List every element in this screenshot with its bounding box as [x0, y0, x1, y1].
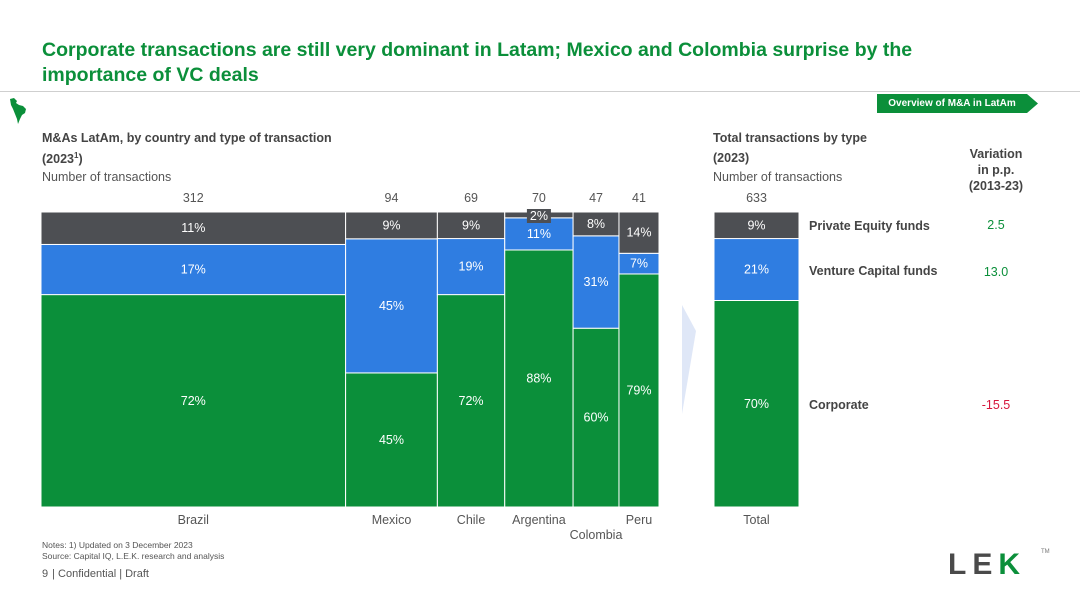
latam-chile-corporate-segment [436, 294, 506, 508]
left-chart-unit: Number of transactions [42, 170, 172, 184]
latam-mexico-private-equity-funds-label: 9% [382, 218, 400, 232]
variation-corporate: -15.5 [981, 398, 1011, 412]
logo-k: K [998, 548, 1027, 581]
variation-header-line1: Variation [969, 147, 1023, 161]
total-total-venture-capital-funds-segment [713, 238, 800, 302]
section-tag-label: Overview of M&A in LatAm [888, 98, 1016, 109]
legend-private-equity: Private Equity funds [809, 219, 930, 233]
left-chart-year-close: ) [78, 152, 83, 167]
latam-colombia-venture-capital-funds-label: 31% [584, 275, 609, 289]
footer: 9 | Confidential | Draft [42, 568, 149, 580]
latam-colombia-total-label: 47 [589, 191, 603, 205]
latam-map-icon [10, 98, 26, 124]
latam-colombia-venture-capital-funds-segment [572, 235, 620, 329]
notes-line: Notes: 1) Updated on 3 December 2023 [42, 540, 193, 550]
latam-brazil-venture-capital-funds-segment [40, 243, 347, 296]
legend-venture-capital: Venture Capital funds [809, 264, 938, 278]
latam-colombia-private-equity-funds-label: 8% [587, 217, 605, 231]
latam-argentina-total-label: 70 [532, 191, 546, 205]
variation-venture-capital: 13.0 [983, 265, 1009, 279]
footer-text: | Confidential | Draft [52, 568, 149, 580]
latam-peru-category-label: Peru [626, 513, 652, 527]
latam-chile-total-label: 69 [464, 191, 478, 205]
latam-argentina-corporate-segment [504, 249, 574, 508]
total-total-private-equity-funds-label: 9% [747, 218, 765, 232]
latam-brazil-private-equity-funds-label: 11% [181, 221, 205, 235]
latam-argentina-venture-capital-funds-label: 11% [527, 227, 551, 241]
latam-colombia-corporate-segment [572, 327, 620, 508]
latam-brazil-category-label: Brazil [178, 513, 209, 527]
latam-chile-venture-capital-funds-segment [436, 238, 506, 296]
right-chart-year: (2023) [713, 151, 750, 165]
left-chart-year-text: (2023 [42, 152, 74, 167]
page-title: Corporate transactions are still very do… [42, 39, 913, 86]
logo-l: L [948, 548, 973, 581]
latam-chile-venture-capital-funds-label: 19% [459, 260, 484, 274]
latam-chile-private-equity-funds-segment [436, 211, 506, 240]
total-total-total-label: 633 [746, 191, 767, 205]
latam-argentina-corporate-label: 88% [526, 371, 551, 385]
variation-header: Variation in p.p. (2013-23) [960, 146, 1032, 194]
latam-mexico-private-equity-funds-segment [345, 211, 438, 240]
latam-argentina-private-equity-funds-label: 2% [530, 209, 548, 223]
latam-peru-corporate-label: 79% [626, 383, 651, 397]
latam-chile-corporate-label: 72% [459, 394, 484, 408]
latam-peru-private-equity-funds-label: 14% [626, 226, 651, 240]
lek-logo: LEK [948, 548, 1026, 582]
latam-colombia-category-label: Colombia [570, 528, 623, 542]
latam-peru-corporate-segment [618, 273, 660, 508]
latam-chile-category-label: Chile [457, 513, 486, 527]
total-total-corporate-segment [713, 300, 800, 508]
latam-peru-private-equity-funds-segment [618, 211, 660, 254]
latam-colombia-corporate-label: 60% [584, 411, 609, 425]
legend-corporate: Corporate [809, 398, 869, 412]
right-chart-title: Total transactions by type [713, 131, 867, 145]
section-tag [877, 94, 1038, 113]
logo-tm: TM [1041, 549, 1050, 555]
latam-chile-private-equity-funds-label: 9% [462, 218, 480, 232]
latam-brazil-corporate-segment [40, 294, 347, 508]
latam-mexico-venture-capital-funds-segment [345, 238, 438, 374]
variation-private-equity: 2.5 [987, 218, 1005, 232]
latam-argentina-venture-capital-funds-segment [504, 217, 574, 251]
source-line: Source: Capital IQ, L.E.K. research and … [42, 551, 225, 561]
latam-peru-venture-capital-funds-segment [618, 252, 660, 275]
total-total-private-equity-funds-segment [713, 211, 800, 240]
latam-brazil-venture-capital-funds-label: 17% [181, 263, 206, 277]
latam-brazil-private-equity-funds-segment [40, 211, 347, 245]
latam-peru-total-label: 41 [632, 191, 646, 205]
total-total-venture-capital-funds-label: 21% [744, 263, 769, 277]
left-chart-footnote-ref: 1 [73, 151, 79, 160]
variation-header-line3: (2013-23) [968, 179, 1024, 193]
latam-mexico-corporate-segment [345, 372, 438, 508]
latam-peru-venture-capital-funds-label: 7% [630, 257, 648, 271]
page-number: 9 [42, 568, 49, 580]
latam-brazil-corporate-label: 72% [181, 394, 206, 408]
latam-mexico-category-label: Mexico [372, 513, 412, 527]
right-chart-unit: Number of transactions [713, 170, 843, 184]
variation-header-line2: in p.p. [977, 163, 1015, 177]
notes: Notes: 1) Updated on 3 December 2023 Sou… [42, 540, 224, 562]
latam-mexico-total-label: 94 [385, 191, 399, 205]
latam-brazil-total-label: 312 [183, 191, 204, 205]
left-chart-title: M&As LatAm, by country and type of trans… [42, 131, 332, 145]
latam-argentina-category-label: Argentina [512, 513, 566, 527]
transition-arrow [682, 305, 696, 414]
total-total-category-label: Total [743, 513, 769, 527]
latam-argentina-private-equity-funds-segment [504, 211, 574, 219]
total-total-corporate-label: 70% [744, 397, 769, 411]
latam-mexico-venture-capital-funds-label: 45% [379, 299, 404, 313]
title-divider [0, 91, 1080, 92]
logo-e: E [972, 548, 999, 581]
latam-mexico-corporate-label: 45% [379, 433, 404, 447]
latam-argentina-small-label-box [526, 209, 551, 223]
left-chart-year: (20231) [42, 151, 83, 166]
latam-colombia-private-equity-funds-segment [572, 211, 620, 237]
